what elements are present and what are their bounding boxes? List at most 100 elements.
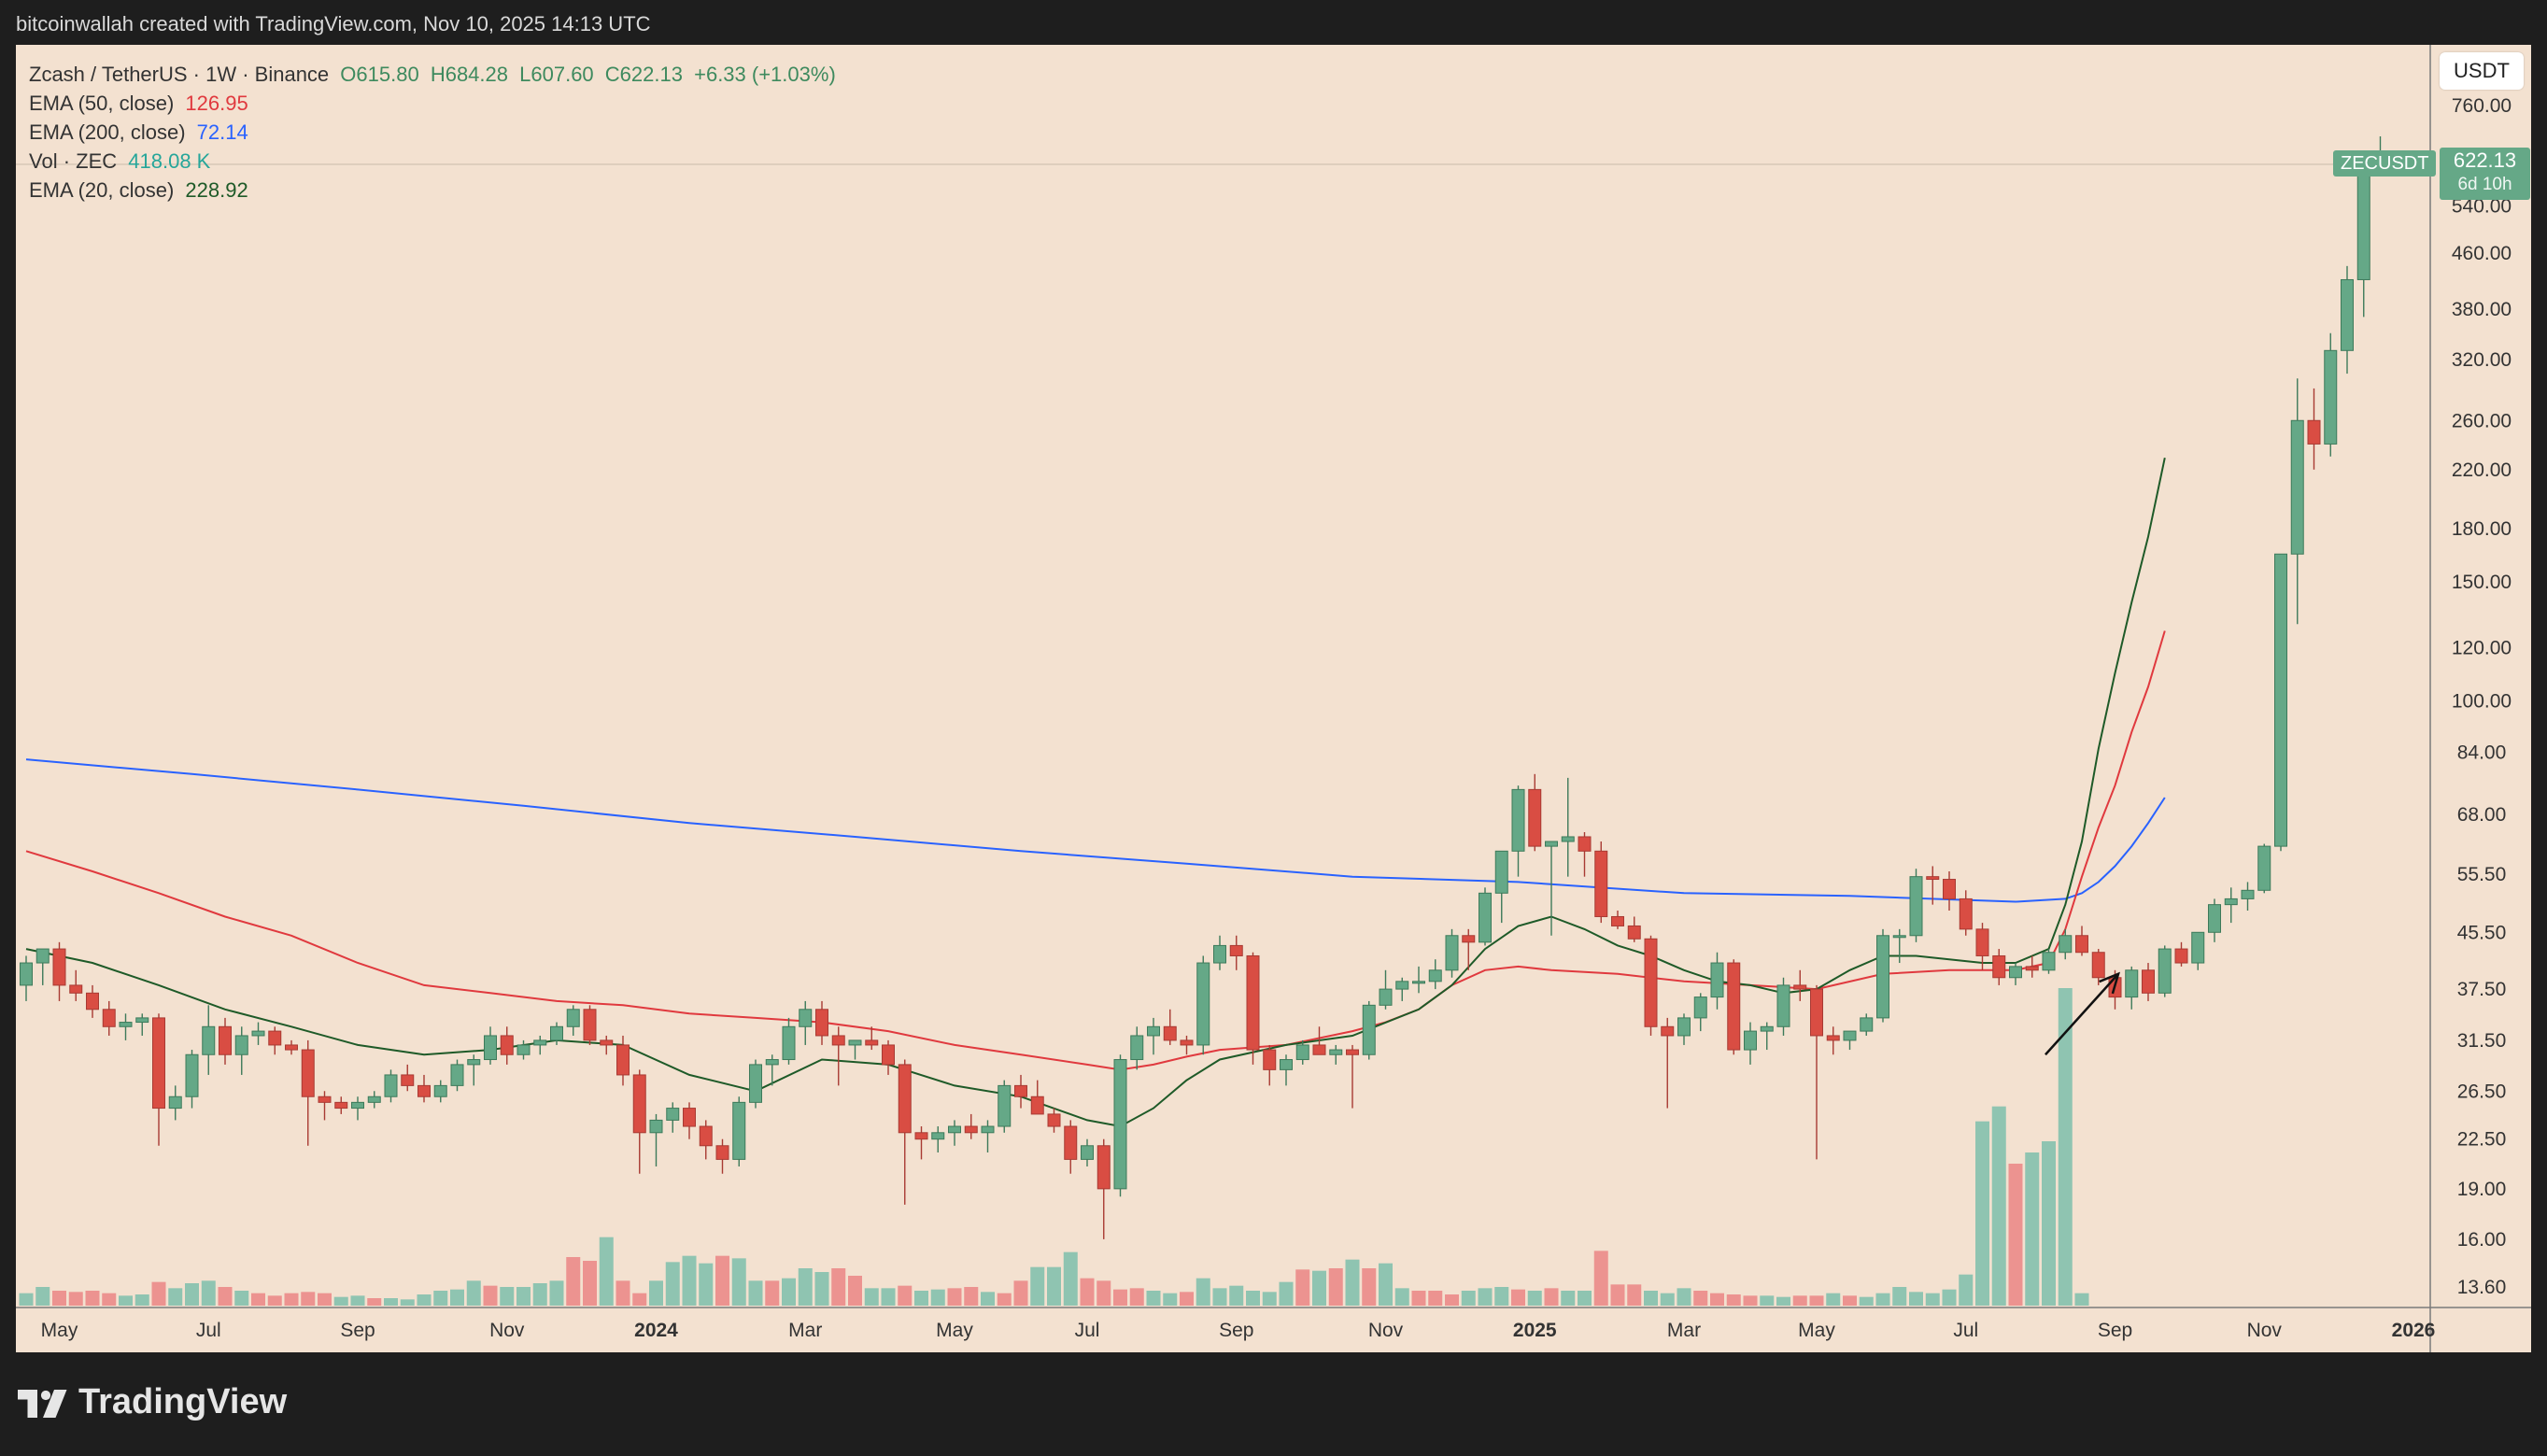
volume-bar	[417, 1294, 432, 1306]
candle-body	[2324, 349, 2338, 445]
y-tick-label: 150.00	[2452, 572, 2512, 593]
candle-body	[1611, 915, 1624, 926]
volume-bar	[682, 1255, 697, 1306]
candle-body	[301, 1049, 315, 1097]
volume-bar	[1975, 1121, 1989, 1306]
candle-body	[898, 1064, 912, 1134]
candle-body	[1196, 962, 1210, 1046]
candle-body	[1312, 1044, 1326, 1055]
volume-bar	[947, 1288, 962, 1306]
candle-body	[1462, 935, 1476, 943]
volume-bar	[19, 1293, 34, 1306]
candle-body	[914, 1132, 928, 1140]
candle-body	[2341, 278, 2354, 351]
volume-bar	[1312, 1270, 1326, 1306]
y-tick-label: 13.60	[2457, 1277, 2507, 1298]
candle-body	[931, 1132, 945, 1140]
candle-body	[450, 1064, 464, 1086]
candle-body	[2241, 889, 2255, 899]
candle-body	[1445, 935, 1459, 971]
volume-bar	[1593, 1251, 1608, 1306]
y-tick-label: 220.00	[2452, 459, 2512, 481]
candle-body	[1428, 969, 1442, 982]
volume-bar	[715, 1255, 729, 1306]
currency-unit-button[interactable]: USDT	[2440, 52, 2524, 90]
candle-body	[367, 1096, 381, 1103]
legend-vol-label: Vol · ZEC	[29, 149, 118, 173]
legend-close: C622.13	[604, 63, 683, 86]
ema20-line	[25, 457, 2166, 1128]
candle-body	[1097, 1145, 1111, 1190]
candle-body	[533, 1039, 547, 1046]
candle-body	[2091, 952, 2105, 979]
candle-body	[1030, 1096, 1044, 1115]
volume-bar	[566, 1257, 581, 1306]
legend-instrument[interactable]: Zcash / TetherUS · 1W · Binance	[29, 63, 330, 86]
legend-ema50-label: EMA (50, close)	[29, 92, 175, 115]
candle-body	[799, 1009, 813, 1027]
volume-bar	[1229, 1285, 1244, 1306]
candle-body	[1644, 938, 1658, 1027]
candle-body	[964, 1125, 978, 1134]
y-tick-label: 760.00	[2452, 95, 2512, 117]
candle-body	[467, 1059, 481, 1066]
volume-bar	[134, 1294, 149, 1306]
candle-body	[566, 1009, 580, 1027]
candle-body	[1909, 876, 1923, 937]
tradingview-brand[interactable]: TradingView	[17, 1382, 287, 1422]
candle-body	[1959, 898, 1973, 930]
annotation-arrow-head	[2099, 971, 2120, 995]
candle-body	[135, 1017, 149, 1024]
candle-body	[550, 1025, 563, 1041]
volume-bar	[1394, 1288, 1409, 1306]
volume-bar	[400, 1299, 415, 1306]
x-tick-label: Jul	[1075, 1320, 1100, 1341]
tradingview-logo-icon	[18, 1389, 67, 1418]
ema50-line	[25, 630, 2166, 1071]
candle-body	[1943, 879, 1956, 899]
volume-bar	[914, 1291, 928, 1306]
annotation-arrow	[2045, 972, 2119, 1056]
candle-body	[600, 1039, 614, 1046]
x-tick-label: Sep	[340, 1320, 375, 1341]
x-tick-label: Sep	[2098, 1320, 2132, 1341]
legend-ema50-value: 126.95	[185, 92, 248, 115]
last-price-value: 622.13	[2453, 148, 2517, 172]
volume-bar	[1428, 1291, 1443, 1306]
volume-bar	[1129, 1288, 1144, 1306]
volume-bar	[1030, 1266, 1045, 1306]
candle-body	[417, 1084, 431, 1097]
candle-body	[683, 1108, 696, 1127]
candle-body	[1362, 1004, 1376, 1055]
candle-body	[2274, 553, 2287, 847]
candle-body	[732, 1101, 746, 1160]
candle-body	[848, 1039, 862, 1046]
attribution-text: bitcoinwallah created with TradingView.c…	[16, 12, 651, 35]
y-tick-label: 460.00	[2452, 243, 2512, 264]
candle-body	[2191, 931, 2205, 964]
legend-vol-row[interactable]: Vol · ZEC 418.08 K	[29, 147, 836, 176]
volume-bar	[881, 1288, 896, 1306]
candle-body	[1180, 1039, 1194, 1046]
candle-body	[649, 1119, 663, 1134]
legend-ema200-row[interactable]: EMA (200, close) 72.14	[29, 118, 836, 147]
chart-pane[interactable]: 760.00640.00540.00460.00380.00320.00260.…	[16, 45, 2531, 1352]
candle-body	[1992, 954, 2006, 979]
candle-body	[998, 1084, 1012, 1127]
volume-bar	[1063, 1251, 1078, 1306]
y-tick-label: 540.00	[2452, 195, 2512, 217]
candlestick-chart[interactable]: 760.00640.00540.00460.00380.00320.00260.…	[16, 45, 2531, 1352]
legend-ema20-row[interactable]: EMA (20, close) 228.92	[29, 176, 836, 205]
candle-body	[1263, 1049, 1277, 1070]
candle-body	[1246, 954, 1260, 1051]
candle-body	[234, 1035, 248, 1055]
volume-bar	[1544, 1288, 1559, 1306]
candle-body	[1163, 1025, 1177, 1041]
candle-body	[782, 1025, 796, 1061]
legend-ema50-row[interactable]: EMA (50, close) 126.95	[29, 89, 836, 118]
candle-body	[815, 1009, 828, 1037]
x-tick-label: May	[1798, 1320, 1835, 1341]
candle-body	[86, 992, 99, 1011]
volume-bar	[532, 1283, 547, 1306]
candle-body	[185, 1053, 199, 1097]
